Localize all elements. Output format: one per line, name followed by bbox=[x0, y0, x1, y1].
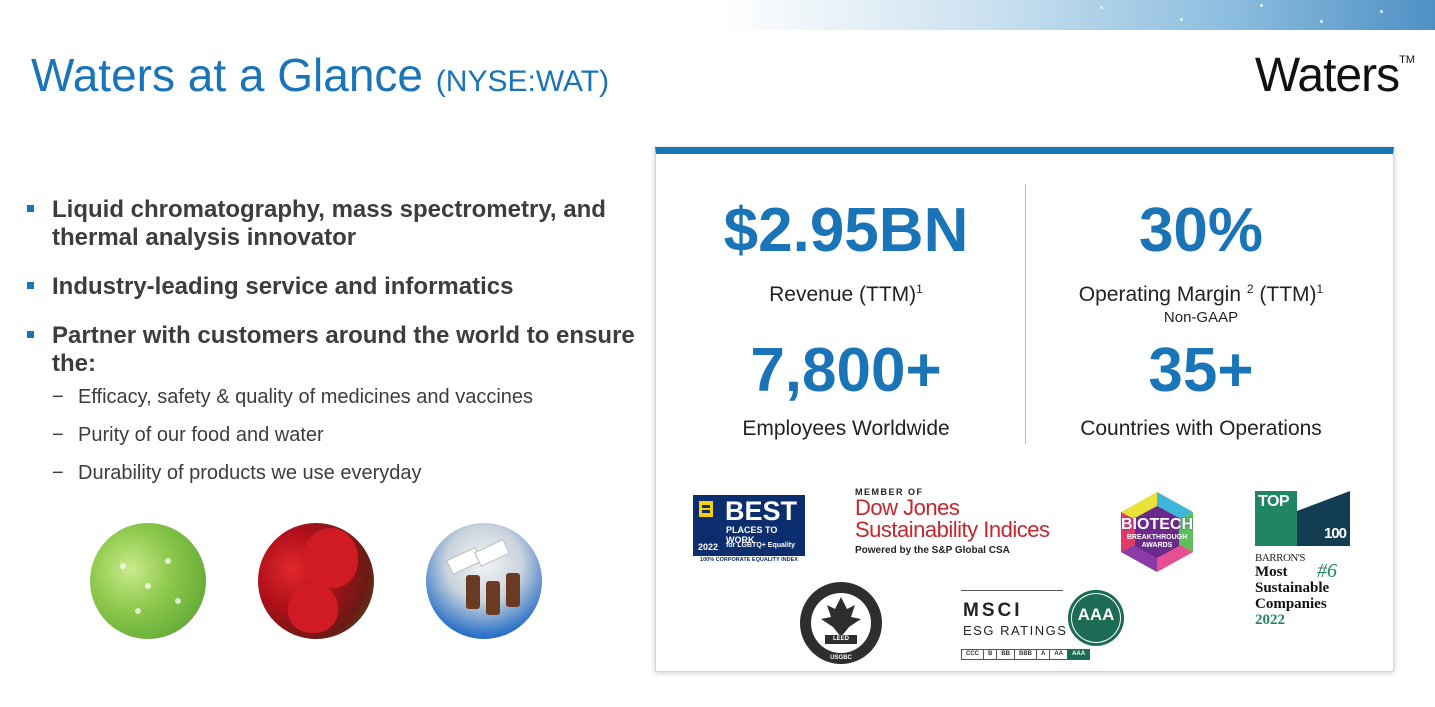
revenue-footnote: 1 bbox=[916, 282, 923, 296]
top-100-badge: TOP 100 bbox=[1255, 491, 1350, 546]
sub-bullet-item: − Efficacy, safety & quality of medicines… bbox=[25, 385, 635, 409]
key-stats-panel: $2.95BN Revenue (TTM)1 30% Operating Mar… bbox=[655, 147, 1394, 672]
sub-bullet-text: Purity of our food and water bbox=[78, 424, 324, 446]
margin-label: Operating Margin 2 (TTM)1 bbox=[1021, 275, 1381, 309]
rating-cell: CCC bbox=[961, 649, 984, 660]
countries-stat: 35+ Countries with Operations bbox=[1021, 339, 1381, 443]
hrc-year: 2022 bbox=[698, 542, 719, 552]
bullet-text: Partner with customers around the world … bbox=[52, 322, 635, 377]
leed-seal-icon bbox=[800, 582, 882, 664]
revenue-label: Revenue (TTM)1 bbox=[666, 275, 1026, 309]
top-text: TOP bbox=[1258, 493, 1290, 510]
barrons-brand: BARRON'S bbox=[1255, 552, 1305, 564]
msci-rule bbox=[961, 590, 1063, 591]
djsi-name-line2: Sustainability Indices bbox=[855, 517, 1050, 542]
dash-icon: − bbox=[52, 462, 64, 484]
msci-name: MSCI bbox=[963, 600, 1023, 621]
logo-trademark: TM bbox=[1399, 54, 1415, 66]
rating-cell-active: AAA bbox=[1067, 649, 1091, 660]
margin-footnote-2: 2 bbox=[1246, 282, 1254, 296]
rating-cell: B bbox=[983, 649, 998, 660]
awards-text: AWARDS bbox=[1141, 542, 1173, 549]
djsi-member-text: MEMBER OF bbox=[855, 487, 924, 497]
sub-bullet-item: − Purity of our food and water bbox=[25, 423, 635, 447]
margin-footnote-1: 1 bbox=[1316, 282, 1324, 296]
djsi-powered-text: Powered by the S&P Global CSA bbox=[855, 545, 1010, 556]
ticker-symbol: (NYSE:WAT) bbox=[435, 65, 610, 98]
countries-value: 35+ bbox=[1148, 336, 1254, 405]
msci-esg-badge: MSCI ESG RATINGS AAA CCC B BB BBB A AA A… bbox=[961, 590, 1126, 660]
gloved-hands-vials-photo bbox=[426, 523, 542, 639]
barrons-line1: Most bbox=[1255, 564, 1288, 580]
equality-icon bbox=[699, 501, 713, 517]
biotech-breakthrough-badge: BIOTECH BREAKTHROUGH AWARDS bbox=[1115, 490, 1199, 574]
usgbc-leed-badge: LEED USGBC U.S. GREEN BUILDING COUNCIL bbox=[799, 581, 883, 665]
bullet-item: Partner with customers around the world … bbox=[25, 322, 635, 378]
bullet-square-icon bbox=[27, 331, 34, 338]
rating-cell: BBB bbox=[1014, 649, 1038, 660]
djsi-badge: MEMBER OF Dow Jones Sustainability Indic… bbox=[855, 487, 1085, 556]
strawberries-photo bbox=[258, 523, 374, 639]
hrc-lgbtq-text: for LGBTQ+ Equality bbox=[726, 542, 796, 549]
revenue-value: $2.95BN bbox=[723, 196, 969, 265]
rating-cell: AA bbox=[1049, 649, 1069, 660]
bullet-list: Liquid chromatography, mass spectrometry… bbox=[25, 196, 635, 499]
hrc-best-places-badge: BEST PLACES TO WORK 2022 for LGBTQ+ Equa… bbox=[693, 495, 805, 565]
msci-rating-circle: AAA bbox=[1068, 590, 1124, 646]
hrc-best-text: BEST bbox=[725, 496, 798, 526]
margin-note: Non-GAAP bbox=[1163, 309, 1239, 326]
waters-logo: WatersTM bbox=[1255, 48, 1415, 103]
sub-bullet-item: − Durability of products we use everyday bbox=[25, 461, 635, 485]
biotech-text: BIOTECH bbox=[1121, 516, 1193, 533]
sub-bullet-text: Efficacy, safety & quality of medicines … bbox=[78, 386, 534, 408]
page-title: Waters at a Glance (NYSE:WAT) bbox=[31, 48, 609, 102]
bullet-square-icon bbox=[27, 282, 34, 289]
revenue-label-text: Revenue (TTM) bbox=[769, 283, 917, 306]
bullet-text: Industry-leading service and informatics bbox=[52, 273, 514, 300]
hundred-text: 100 bbox=[1323, 525, 1347, 542]
sub-bullet-text: Durability of products we use everyday bbox=[78, 462, 422, 484]
bullet-text: Liquid chromatography, mass spectrometry… bbox=[52, 196, 606, 251]
revenue-stat: $2.95BN Revenue (TTM)1 bbox=[666, 199, 1026, 309]
sub-bullet-list: − Efficacy, safety & quality of medicines… bbox=[25, 385, 635, 485]
barrons-badge: BARRON'S #6 Most Sustainable Companies 2… bbox=[1255, 552, 1365, 628]
countries-label: Countries with Operations bbox=[1080, 417, 1322, 440]
hrc-places-text: PLACES TO WORK bbox=[726, 525, 778, 545]
bullet-square-icon bbox=[27, 205, 34, 212]
margin-label-text: Operating Margin bbox=[1078, 283, 1247, 306]
msci-rating-scale: CCC B BB BBB A AA AAA bbox=[961, 649, 1091, 660]
dash-icon: − bbox=[52, 386, 64, 408]
barrons-line2: Sustainable bbox=[1255, 580, 1330, 596]
margin-label-ttm: (TTM) bbox=[1253, 283, 1317, 306]
msci-subtitle: ESG RATINGS bbox=[963, 623, 1068, 638]
leed-text: LEED bbox=[832, 636, 849, 642]
hrc-footer-text: 100% CORPORATE EQUALITY INDEX bbox=[693, 556, 805, 565]
usgbc-text: USGBC bbox=[830, 655, 852, 661]
logo-text: Waters bbox=[1254, 49, 1400, 102]
dash-icon: − bbox=[52, 424, 64, 446]
djsi-name-line1: Dow Jones bbox=[855, 495, 960, 520]
margin-value: 30% bbox=[1138, 196, 1264, 265]
hexagon-icon bbox=[1121, 492, 1193, 572]
rating-cell: A bbox=[1036, 649, 1051, 660]
employees-stat: 7,800+ Employees Worldwide bbox=[666, 339, 1026, 443]
barrons-line3: Companies bbox=[1255, 596, 1327, 612]
barrons-year: 2022 bbox=[1255, 612, 1285, 628]
bullet-item: Liquid chromatography, mass spectrometry… bbox=[25, 196, 635, 252]
leaf-water-droplets-photo bbox=[90, 523, 206, 639]
bullet-item: Industry-leading service and informatics bbox=[25, 273, 635, 301]
title-text: Waters at a Glance bbox=[31, 49, 424, 101]
margin-stat: 30% Operating Margin 2 (TTM)1 Non-GAAP bbox=[1021, 199, 1381, 327]
header-decorative-band bbox=[720, 0, 1435, 30]
barrons-rank: #6 bbox=[1317, 560, 1337, 582]
stats-divider bbox=[1025, 184, 1026, 444]
rating-cell: BB bbox=[996, 649, 1016, 660]
employees-value: 7,800+ bbox=[750, 336, 942, 405]
employees-label: Employees Worldwide bbox=[742, 417, 950, 440]
breakthrough-text: BREAKTHROUGH bbox=[1126, 534, 1188, 541]
